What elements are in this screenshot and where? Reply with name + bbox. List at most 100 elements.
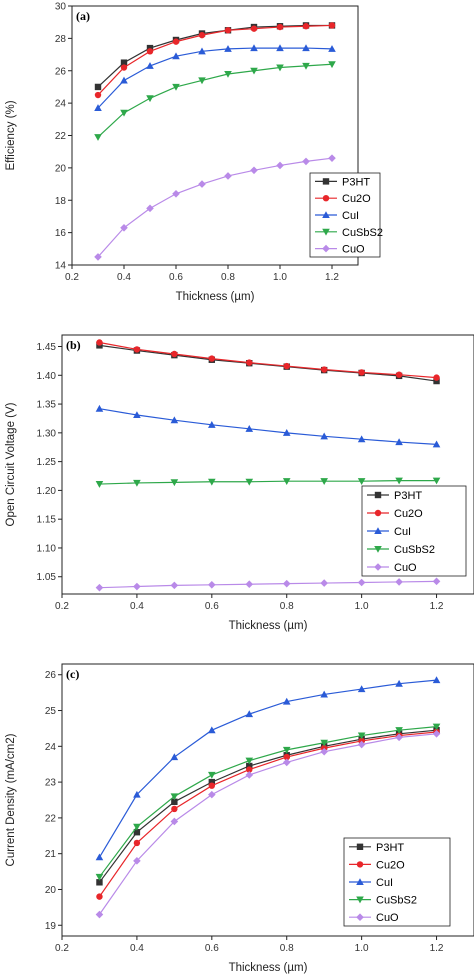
series-line — [98, 733, 437, 915]
x-tick-label: 1.0 — [355, 943, 369, 954]
panel-label: (b) — [66, 338, 81, 352]
data-point — [432, 723, 441, 731]
data-point — [395, 438, 403, 446]
data-point — [146, 48, 154, 55]
data-point — [120, 109, 128, 117]
chart-panel-1: (a) 0.2 0.4 0.6 0.8 1.0 1.2 14 16 18 20 22 24 26 28 30 T… — [5, 2, 383, 304]
series-cui — [95, 404, 441, 448]
data-point — [250, 44, 258, 52]
y-tick-label: 1.20 — [37, 486, 57, 497]
data-point — [282, 746, 291, 754]
x-tick-label: 0.8 — [221, 272, 235, 283]
series-cuo — [95, 729, 441, 919]
data-point — [224, 172, 232, 180]
data-point — [320, 690, 328, 698]
legend-marker — [356, 878, 364, 886]
legend-marker — [322, 228, 330, 236]
data-point — [224, 27, 232, 34]
data-point — [302, 44, 310, 52]
y-tick-label: 23 — [45, 778, 57, 789]
data-point — [170, 817, 179, 826]
legend-marker — [322, 211, 330, 219]
data-point — [94, 104, 102, 112]
data-point — [432, 577, 441, 586]
data-point — [224, 70, 232, 78]
data-point — [208, 580, 216, 589]
y-tick-label: 1.30 — [37, 428, 57, 439]
y-tick-label: 22 — [45, 813, 57, 824]
y-tick-label: 1.45 — [37, 342, 57, 353]
data-point — [320, 579, 328, 587]
data-point — [245, 478, 254, 486]
series-line — [97, 24, 332, 88]
legend-marker — [356, 843, 364, 850]
data-point — [133, 411, 141, 419]
data-point — [357, 435, 366, 443]
data-point — [245, 771, 254, 779]
data-point — [171, 805, 178, 813]
data-point — [320, 747, 328, 756]
series-line — [99, 580, 437, 589]
series-line — [97, 157, 333, 258]
data-point — [171, 798, 178, 805]
legend-marker — [374, 563, 382, 571]
data-point — [120, 59, 128, 66]
data-point — [432, 676, 441, 684]
data-point — [133, 790, 141, 798]
data-point — [250, 166, 258, 175]
y-axis-label: Current Density (mA/cm2) — [5, 733, 17, 866]
legend-marker — [374, 545, 382, 553]
data-point — [245, 425, 254, 432]
data-point — [432, 477, 441, 485]
data-point — [208, 478, 216, 486]
legend-label: CuO — [376, 912, 399, 924]
data-point — [95, 404, 104, 412]
data-point — [328, 154, 336, 162]
data-point — [133, 839, 141, 847]
data-point — [95, 583, 104, 592]
legend-label: P3HT — [342, 176, 370, 188]
data-point — [198, 47, 206, 55]
series-cuo — [95, 577, 441, 592]
x-tick-label: 0.6 — [205, 943, 219, 954]
series-line — [98, 679, 437, 858]
series-line — [97, 63, 333, 138]
data-point — [357, 685, 366, 693]
data-point — [146, 95, 154, 103]
plot-area-frame — [61, 663, 474, 937]
data-point — [432, 440, 441, 448]
y-tick-label: 19 — [45, 921, 57, 932]
data-point — [170, 416, 179, 424]
data-point — [172, 83, 180, 91]
series-line — [97, 47, 333, 109]
legend-label: CuSbS2 — [376, 895, 417, 907]
legend-label: P3HT — [394, 490, 422, 502]
x-tick-label: 1.2 — [430, 601, 444, 612]
legend-label: Cu2O — [376, 859, 405, 871]
data-point — [276, 64, 284, 72]
data-point — [146, 204, 154, 213]
data-point — [133, 582, 141, 591]
data-point — [328, 61, 336, 69]
data-point — [120, 223, 128, 232]
data-point — [172, 189, 180, 198]
data-point — [283, 753, 290, 761]
data-point — [95, 481, 104, 488]
legend-marker — [356, 896, 364, 904]
data-point — [395, 371, 403, 378]
data-point — [170, 753, 179, 761]
legend-marker — [356, 861, 364, 868]
data-point — [198, 180, 206, 188]
data-point — [245, 757, 254, 765]
legend: P3HT Cu2O CuI CuSbS2 CuO — [361, 485, 467, 577]
data-point — [250, 25, 258, 32]
series-cusbs2 — [94, 61, 336, 141]
data-point — [171, 350, 178, 358]
y-tick-label: 26 — [55, 66, 67, 77]
chart-panel-3: (c) 0.2 0.4 0.6 0.8 1.0 1.2 19 20 21 22 23 24 25 26 Thi… — [5, 663, 474, 974]
data-point — [328, 22, 336, 29]
y-tick-label: 25 — [45, 706, 57, 717]
series-cu2o — [94, 22, 336, 99]
x-tick-label: 0.4 — [130, 943, 144, 954]
x-axis-label: Thickness (µm) — [229, 962, 308, 974]
